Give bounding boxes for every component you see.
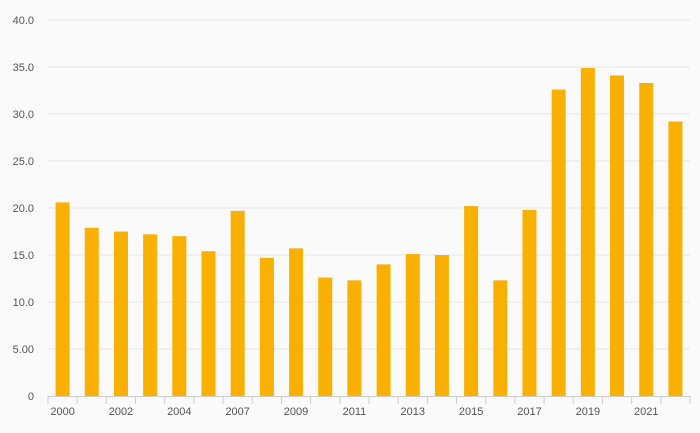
bar-2018 <box>551 89 566 396</box>
bar-2020 <box>610 75 625 397</box>
y-tick-label: 15.0 <box>13 250 34 262</box>
bar-2022 <box>668 121 683 397</box>
x-tick-label: 2004 <box>167 406 191 418</box>
y-tick-label: 0 <box>28 391 34 403</box>
bar-2003 <box>143 234 158 396</box>
y-tick-label: 5.00 <box>13 344 34 356</box>
bar-2007 <box>230 210 245 396</box>
x-tick-label: 2009 <box>284 406 308 418</box>
y-tick-label: 10.0 <box>13 297 34 309</box>
x-tick-label: 2021 <box>634 406 658 418</box>
x-tick-label: 2019 <box>576 406 600 418</box>
x-tick-label: 2002 <box>109 406 133 418</box>
x-tick-label: 2013 <box>401 406 425 418</box>
bar-2013 <box>405 254 420 396</box>
y-axis-labels: 0 5.00 10.0 15.0 20.0 25.0 30.0 35.0 40.0 <box>13 15 34 403</box>
x-tick-label: 2000 <box>50 406 74 418</box>
bar-2005 <box>201 251 216 396</box>
bar-2009 <box>289 248 304 396</box>
bar-2015 <box>464 206 479 396</box>
x-tick-label: 2007 <box>225 406 249 418</box>
bar-2008 <box>259 257 274 396</box>
bar-2001 <box>84 227 99 396</box>
bar-2010 <box>318 277 333 396</box>
x-tick-label: 2011 <box>343 406 367 418</box>
y-tick-label: 30.0 <box>13 109 34 121</box>
bar-2011 <box>347 280 362 396</box>
bars <box>55 67 683 397</box>
bar-2016 <box>493 280 508 396</box>
bar-2017 <box>522 209 537 396</box>
bar-2021 <box>639 82 654 396</box>
bar-2002 <box>113 231 128 396</box>
y-tick-label: 20.0 <box>13 203 34 215</box>
x-tick-label: 2017 <box>517 406 541 418</box>
x-tick-label: 2015 <box>459 406 483 418</box>
bar-2004 <box>172 236 187 396</box>
y-tick-label: 40.0 <box>13 15 34 27</box>
x-axis-labels: 2000 2002 2004 2007 2009 2011 2013 2015 2017 2019… <box>50 406 658 418</box>
bar-2000 <box>55 202 70 396</box>
x-axis <box>47 396 691 404</box>
y-tick-label: 25.0 <box>13 156 34 168</box>
y-tick-label: 35.0 <box>13 62 34 74</box>
bar-2012 <box>376 264 391 396</box>
bar-2019 <box>580 67 595 396</box>
bar-2014 <box>434 255 449 396</box>
